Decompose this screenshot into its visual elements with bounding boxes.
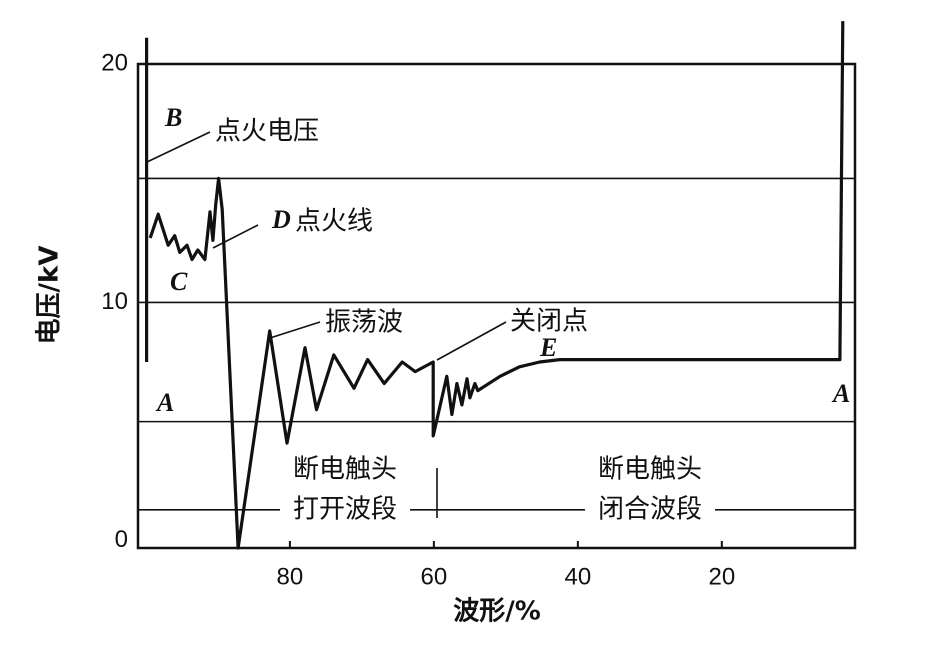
annotation: 闭合波段 (598, 495, 702, 525)
annotation: E (539, 333, 557, 362)
annotation: 点火电压 (215, 117, 319, 147)
waveform (145, 21, 845, 550)
y-axis-label: 电压/kV (35, 246, 65, 345)
annotation: 点火线 (295, 207, 373, 237)
annotation: 关闭点 (510, 307, 588, 337)
annotation: 断电触头 (598, 455, 702, 485)
annotation: 振荡波 (325, 308, 403, 338)
x-tick-label: 80 (277, 563, 304, 590)
plot-frame (136, 62, 857, 550)
annotation: A (155, 388, 174, 417)
leader (269, 321, 321, 339)
x-axis-label: 波形/% (453, 597, 541, 627)
annotation: D (271, 205, 291, 234)
y-tick-label: 10 (101, 288, 128, 315)
label-bg (280, 492, 410, 528)
annotation: 断电触头 (293, 455, 397, 485)
leader (212, 224, 259, 249)
x-tick-label: 60 (421, 563, 448, 590)
label-bg (585, 492, 715, 528)
leader (436, 321, 507, 361)
annotation: A (831, 379, 850, 408)
x-tick-label: 40 (564, 563, 591, 590)
y-tick-label: 0 (115, 526, 128, 553)
leader (146, 131, 211, 163)
annotation: B (164, 103, 182, 132)
x-tick-label: 20 (708, 563, 735, 590)
y-tick-label: 20 (101, 49, 128, 76)
annotation: 打开波段 (293, 495, 397, 525)
annotation: C (170, 267, 188, 296)
